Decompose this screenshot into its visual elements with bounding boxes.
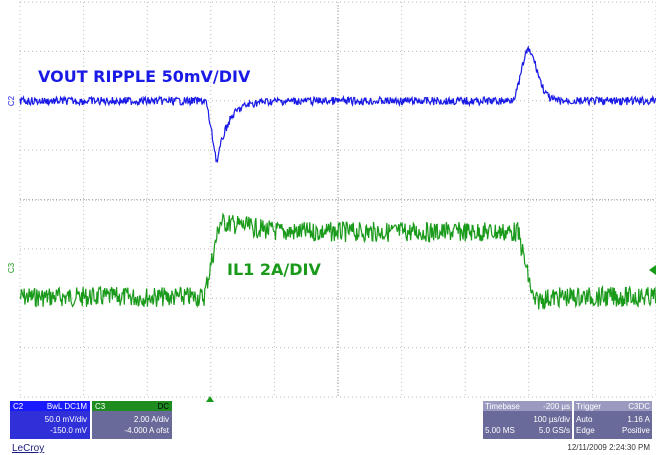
panel-body bbox=[483, 411, 572, 439]
panel-header-text: -200 µs bbox=[543, 402, 570, 411]
panel-line: -4.000 A ofst bbox=[125, 426, 170, 435]
panel-line: Edge bbox=[576, 426, 595, 435]
panel-name: C2 bbox=[13, 402, 24, 411]
panel-line: 2.00 A/div bbox=[134, 415, 169, 424]
brand: LeCroy bbox=[12, 443, 44, 454]
panel-title: Timebase bbox=[485, 402, 520, 411]
grid bbox=[19, 1, 656, 398]
traces bbox=[19, 45, 656, 311]
panel-line: 50.0 mV/div bbox=[45, 415, 87, 424]
panel-line: 5.00 MS bbox=[485, 426, 515, 435]
panel-name: C3 bbox=[95, 402, 106, 411]
panel-body bbox=[10, 411, 90, 439]
panel-header bbox=[574, 401, 652, 411]
panel-header-text: DC bbox=[157, 402, 169, 411]
il1-trace bbox=[19, 212, 656, 311]
panel-body bbox=[92, 411, 172, 439]
panel-header bbox=[10, 401, 90, 411]
panel-line: -150.0 mV bbox=[50, 426, 88, 435]
panel-line: Positive bbox=[622, 426, 651, 435]
timestamp: 12/11/2009 2:24:30 PM bbox=[567, 443, 650, 452]
panel-line: 5.0 GS/s bbox=[539, 426, 570, 435]
trace-label: VOUT RIPPLE 50mV/DIV bbox=[38, 67, 251, 86]
panel-header bbox=[92, 401, 172, 411]
panel-title: Trigger bbox=[576, 402, 601, 411]
panel-line: Auto bbox=[576, 415, 593, 424]
trigger-time-marker bbox=[206, 396, 214, 402]
channel-marker: C2 bbox=[7, 95, 16, 106]
vout-trace bbox=[19, 45, 656, 163]
panel-line: 100 µs/div bbox=[533, 415, 570, 424]
panel-header bbox=[483, 401, 572, 411]
panel-header-text: BwL DC1M bbox=[47, 402, 87, 411]
panel-line: 1.16 A bbox=[627, 415, 650, 424]
trace-label: IL1 2A/DIV bbox=[227, 260, 321, 279]
trigger-level-marker bbox=[649, 265, 656, 275]
panel-body bbox=[574, 411, 652, 439]
panel-header-text: C3DC bbox=[628, 402, 650, 411]
channel-marker: C3 bbox=[7, 262, 16, 273]
